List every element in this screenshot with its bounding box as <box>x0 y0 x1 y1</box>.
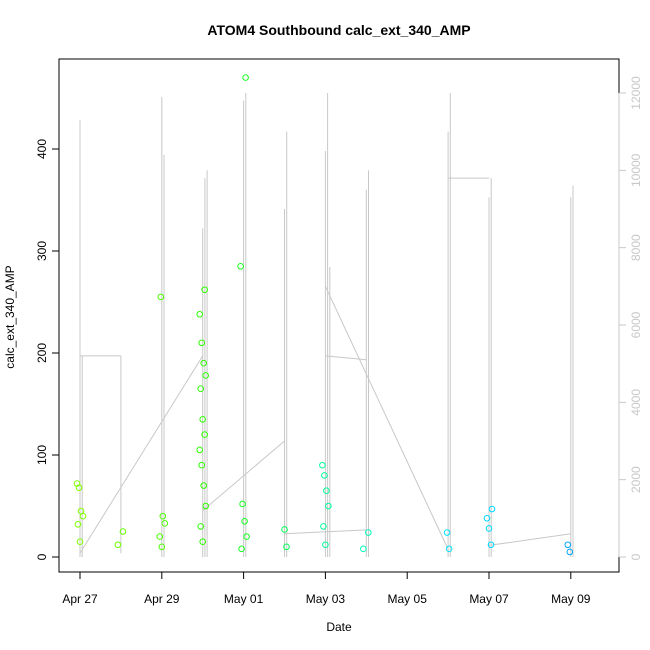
data-point <box>566 548 574 556</box>
data-point <box>241 518 248 525</box>
data-point <box>321 472 328 479</box>
y-axis-label: calc_ext_340_AMP <box>3 265 17 368</box>
data-point <box>158 543 166 551</box>
y-axis-left: 0 100 200 300 400 <box>35 139 60 560</box>
y2-tick-label: 4000 <box>629 389 643 416</box>
data-point <box>73 480 81 487</box>
data-point <box>79 512 87 520</box>
data-point <box>325 502 332 510</box>
data-point <box>198 339 205 347</box>
data-point <box>161 520 169 527</box>
data-point <box>202 372 209 379</box>
data-point <box>199 416 206 423</box>
data-point <box>75 484 83 491</box>
data-point <box>202 502 209 510</box>
y-tick-label: 300 <box>35 241 49 261</box>
data-point <box>365 529 372 536</box>
secondary-line <box>488 533 571 546</box>
data-point <box>320 523 327 530</box>
secondary-series-lines <box>79 93 574 557</box>
x-axis: Apr 27 Apr 29 May 01 May 03 May 05 May 07 May … <box>62 571 591 606</box>
data-point <box>238 545 245 553</box>
data-points <box>73 74 574 556</box>
y2-tick-label: 6000 <box>629 311 643 338</box>
data-point <box>488 505 496 513</box>
data-point <box>239 500 246 508</box>
data-point <box>319 461 326 469</box>
data-point <box>243 533 250 540</box>
x-tick-label: Apr 27 <box>62 592 98 606</box>
y2-tick-label: 0 <box>629 553 643 560</box>
data-point <box>360 545 367 553</box>
data-point <box>119 528 127 535</box>
data-point <box>159 512 167 520</box>
data-point <box>443 529 451 536</box>
data-point <box>483 514 491 522</box>
secondary-line <box>325 355 367 361</box>
data-point <box>323 487 330 495</box>
data-point <box>201 431 208 438</box>
data-point <box>445 545 453 553</box>
data-point <box>283 543 290 551</box>
data-point <box>200 482 207 489</box>
data-point <box>197 385 204 393</box>
data-point <box>564 541 572 549</box>
data-point <box>196 446 203 454</box>
secondary-line <box>79 355 204 554</box>
data-point <box>196 310 203 318</box>
data-point <box>485 525 493 532</box>
secondary-line <box>324 286 449 550</box>
secondary-line <box>284 529 367 535</box>
x-tick-label: May 05 <box>388 592 428 606</box>
x-tick-label: May 07 <box>469 592 509 606</box>
data-point <box>198 461 205 469</box>
data-point <box>156 533 164 540</box>
x-tick-label: Apr 29 <box>144 592 180 606</box>
data-point <box>157 293 165 301</box>
data-point <box>242 74 249 81</box>
y2-tick-label: 12000 <box>629 76 643 110</box>
secondary-line <box>202 440 285 511</box>
data-point <box>74 521 82 528</box>
x-tick-label: May 03 <box>306 592 346 606</box>
chart-title: ATOM4 Southbound calc_ext_340_AMP <box>207 22 470 38</box>
data-point <box>322 541 329 549</box>
data-point <box>76 538 84 546</box>
y2-tick-label: 10000 <box>629 153 643 187</box>
y2-tick-label: 8000 <box>629 234 643 261</box>
y2-tick-label: 2000 <box>629 466 643 493</box>
data-point <box>281 526 288 533</box>
x-tick-label: May 09 <box>551 592 591 606</box>
y-tick-label: 400 <box>35 139 49 159</box>
data-point <box>200 359 207 367</box>
data-point <box>199 538 206 546</box>
data-point <box>237 263 244 270</box>
y-tick-label: 100 <box>35 445 49 465</box>
y-tick-label: 0 <box>35 553 49 560</box>
data-point <box>201 286 208 294</box>
x-axis-label: Date <box>326 620 352 634</box>
data-point <box>487 541 495 549</box>
y-tick-label: 200 <box>35 343 49 363</box>
data-point <box>114 541 122 549</box>
x-tick-label: May 01 <box>224 592 264 606</box>
y-axis-right: 0 2000 4000 6000 8000 10000 12000 <box>618 76 643 560</box>
data-point <box>197 523 204 530</box>
